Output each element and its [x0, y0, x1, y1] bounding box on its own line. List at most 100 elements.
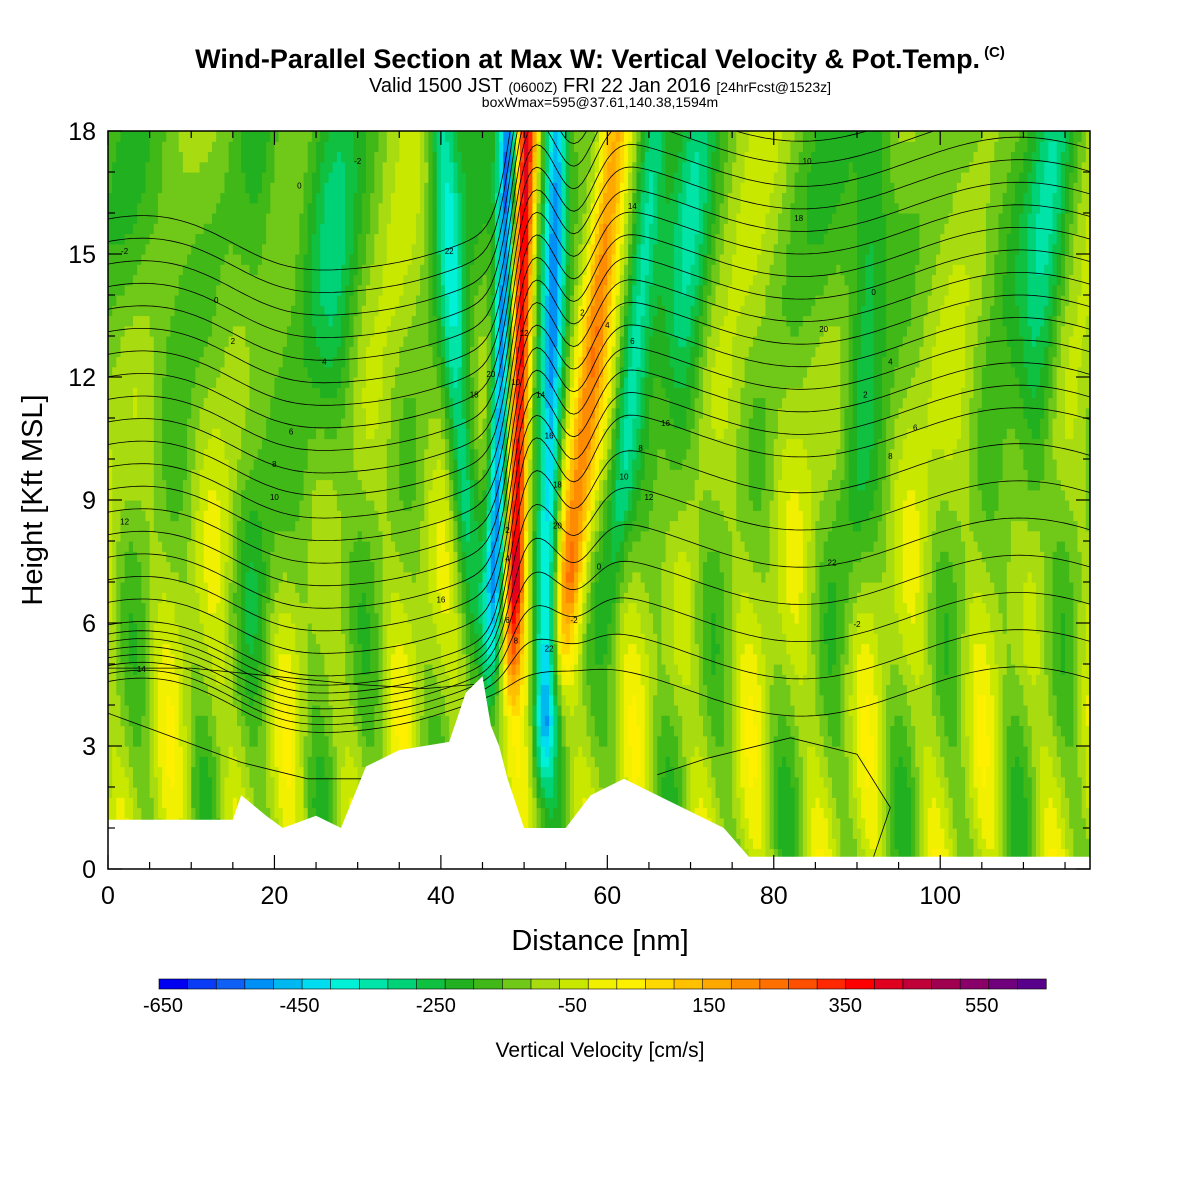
velocity-cell: [295, 428, 301, 440]
velocity-cell: [153, 623, 159, 634]
velocity-cell: [241, 315, 246, 327]
velocity-cell: [299, 705, 305, 716]
velocity-cell: [191, 612, 196, 624]
velocity-cell: [274, 756, 280, 768]
velocity-cell: [291, 131, 296, 142]
velocity-cell: [141, 284, 147, 296]
velocity-cell: [261, 674, 267, 686]
velocity-cell: [166, 746, 172, 757]
velocity-cell: [187, 418, 192, 429]
velocity-cell: [249, 500, 255, 511]
velocity-cell: [145, 192, 151, 204]
velocity-cell: [299, 541, 305, 552]
velocity-cell: [332, 387, 338, 399]
velocity-cell: [341, 356, 346, 368]
velocity-cell: [386, 172, 392, 183]
velocity-cell: [137, 192, 142, 204]
velocity-cell: [108, 141, 113, 153]
velocity-cell: [286, 459, 292, 470]
velocity-cell: [291, 356, 296, 368]
velocity-cell: [291, 315, 296, 327]
velocity-cell: [191, 459, 196, 470]
velocity-cell: [132, 377, 138, 388]
velocity-cell: [353, 356, 359, 368]
velocity-cell: [162, 633, 167, 645]
velocity-cell: [153, 377, 159, 388]
velocity-cell: [274, 735, 280, 747]
velocity-cell: [382, 500, 388, 511]
velocity-cell: [320, 295, 325, 306]
velocity-cell: [370, 469, 375, 481]
velocity-cell: [361, 602, 367, 614]
velocity-cell: [245, 315, 251, 327]
velocity-cell: [382, 664, 388, 675]
velocity-cell: [378, 366, 384, 378]
velocity-cell: [270, 479, 276, 491]
velocity-cell: [132, 715, 138, 727]
velocity-cell: [353, 172, 359, 183]
velocity-cell: [228, 623, 234, 634]
velocity-cell: [299, 131, 305, 142]
velocity-cell: [249, 674, 255, 686]
velocity-cell: [324, 561, 330, 573]
velocity-cell: [232, 715, 238, 727]
velocity-cell: [361, 694, 367, 706]
velocity-cell: [108, 172, 113, 183]
velocity-cell: [149, 407, 155, 419]
velocity-cell: [178, 500, 184, 511]
velocity-cell: [170, 735, 176, 747]
velocity-cell: [341, 233, 346, 245]
velocity-cell: [357, 325, 363, 337]
velocity-cell: [108, 387, 113, 399]
velocity-cell: [328, 623, 334, 634]
velocity-cell: [274, 254, 280, 265]
velocity-cell: [299, 418, 305, 429]
velocity-cell: [120, 377, 126, 388]
velocity-cell: [203, 787, 209, 798]
velocity-cell: [311, 407, 317, 419]
velocity-cell: [332, 633, 338, 645]
velocity-cell: [145, 807, 151, 819]
velocity-cell: [291, 684, 296, 696]
velocity-cell: [157, 131, 163, 142]
velocity-cell: [216, 264, 221, 276]
velocity-cell: [145, 694, 151, 706]
velocity-cell: [249, 131, 255, 142]
velocity-cell: [295, 510, 301, 522]
velocity-cell: [266, 336, 271, 347]
velocity-cell: [149, 418, 155, 429]
velocity-cell: [224, 202, 230, 214]
velocity-cell: [291, 776, 296, 788]
velocity-cell: [311, 684, 317, 696]
velocity-cell: [195, 592, 201, 604]
velocity-cell: [332, 756, 338, 768]
velocity-cell: [266, 151, 271, 163]
velocity-cell: [361, 612, 367, 624]
velocity-cell: [345, 561, 350, 573]
velocity-cell: [349, 582, 355, 593]
velocity-cell: [157, 602, 163, 614]
velocity-cell: [311, 141, 317, 153]
velocity-cell: [295, 192, 301, 204]
velocity-cell: [299, 438, 305, 450]
velocity-cell: [216, 131, 221, 142]
velocity-cell: [224, 213, 230, 224]
velocity-cell: [166, 151, 172, 163]
velocity-cell: [282, 387, 288, 399]
velocity-cell: [157, 612, 163, 624]
velocity-cell: [278, 469, 284, 481]
velocity-cell: [112, 295, 117, 306]
velocity-cell: [108, 694, 113, 706]
velocity-cell: [112, 725, 117, 737]
velocity-cell: [307, 274, 313, 286]
velocity-cell: [228, 397, 234, 409]
velocity-cell: [345, 530, 350, 542]
velocity-cell: [108, 766, 113, 778]
velocity-cell: [295, 582, 301, 593]
velocity-cell: [245, 254, 251, 265]
velocity-cell: [353, 479, 359, 491]
velocity-cell: [128, 530, 134, 542]
velocity-cell: [153, 274, 159, 286]
velocity-cell: [220, 684, 226, 696]
velocity-cell: [257, 459, 263, 470]
